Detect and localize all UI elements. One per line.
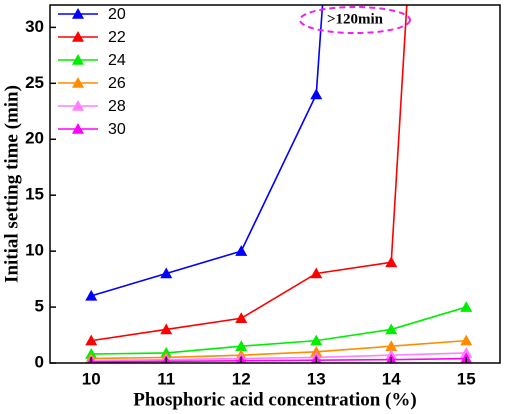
data-marker [460, 346, 473, 358]
legend-label: 24 [108, 52, 126, 69]
legend-marker [72, 31, 84, 42]
x-axis-label: Phosphoric acid concentration (%) [133, 389, 416, 410]
legend-marker [72, 8, 84, 19]
data-marker [310, 88, 323, 100]
series-line [91, 352, 467, 362]
legend-marker [72, 54, 84, 65]
data-marker [85, 289, 98, 301]
data-marker [235, 245, 248, 256]
data-marker [385, 340, 398, 352]
legend-label: 30 [108, 121, 126, 138]
series-line [91, 306, 467, 355]
data-marker [85, 334, 98, 346]
data-marker [160, 323, 173, 335]
series-line [91, 5, 324, 297]
series-line [91, 5, 408, 342]
x-tick-label: 15 [457, 369, 476, 388]
legend-marker [72, 123, 84, 134]
legend-label: 28 [108, 98, 126, 115]
legend-marker [72, 77, 84, 88]
data-marker [460, 301, 473, 312]
data-marker [385, 323, 398, 335]
series-line [91, 339, 467, 360]
y-tick-label: 15 [25, 185, 44, 204]
y-tick-label: 20 [25, 129, 44, 148]
y-tick-label: 0 [35, 352, 44, 371]
plot-area [85, 5, 473, 363]
annotation: >120min [327, 11, 384, 27]
y-tick-label: 5 [35, 297, 44, 316]
legend-label: 26 [108, 75, 126, 92]
x-tick-label: 11 [157, 369, 175, 388]
data-marker [235, 312, 248, 324]
legend-label: 20 [108, 6, 126, 23]
x-tick-label: 10 [82, 369, 101, 388]
plot-frame [49, 4, 501, 364]
x-tick-label: 12 [232, 369, 251, 388]
data-marker [160, 267, 173, 279]
y-tick-label: 30 [25, 17, 44, 36]
data-marker [310, 334, 323, 346]
x-tick-label: 14 [382, 369, 401, 388]
data-marker [385, 256, 398, 268]
legend-marker [72, 100, 84, 111]
data-marker [460, 334, 473, 346]
x-tick-label: 13 [307, 369, 326, 388]
data-marker [235, 340, 248, 352]
y-tick-label: 10 [25, 241, 44, 260]
annotation-ellipse [299, 6, 411, 34]
y-axis-label: Initial setting time (min) [1, 85, 22, 283]
data-marker [310, 267, 323, 279]
y-tick-label: 25 [25, 73, 44, 92]
legend-label: 22 [108, 29, 126, 46]
series-line [91, 357, 467, 363]
data-marker [310, 345, 323, 357]
